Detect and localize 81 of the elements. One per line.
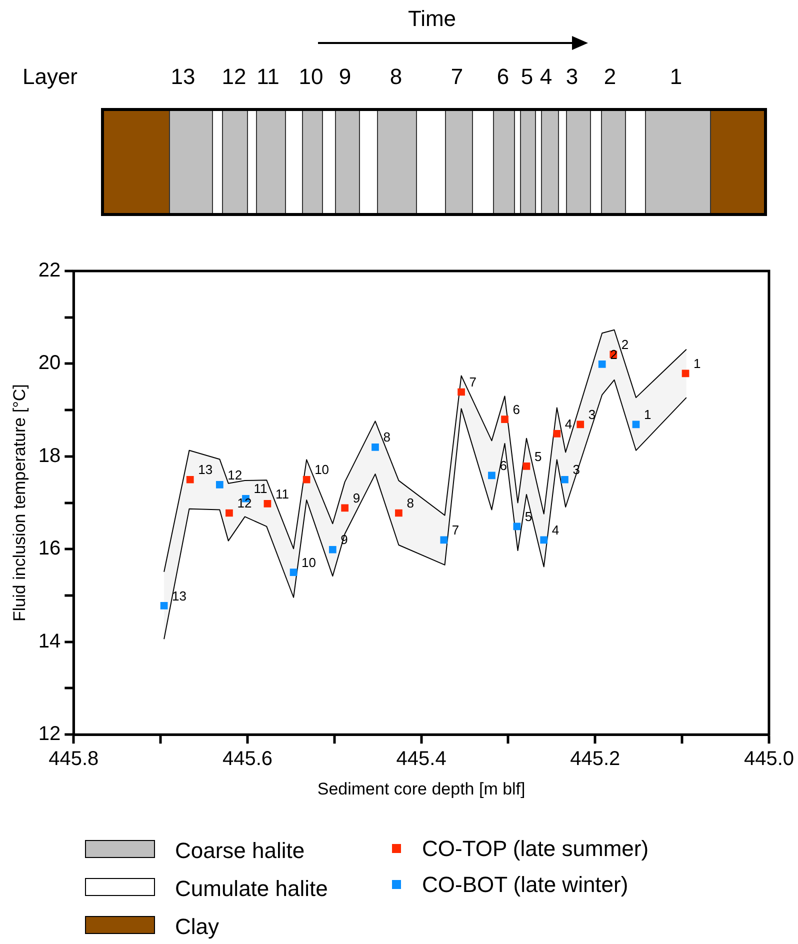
text: 11 bbox=[256, 64, 280, 90]
point bbox=[328, 546, 336, 554]
y-tick-label: 14 bbox=[38, 630, 61, 652]
annotation: 6 bbox=[500, 458, 507, 474]
point bbox=[290, 568, 298, 576]
point bbox=[302, 476, 310, 484]
x-tick-label: 445.0 bbox=[744, 748, 794, 770]
point bbox=[372, 443, 379, 451]
annotation: 9 bbox=[352, 490, 360, 506]
point bbox=[395, 509, 402, 517]
annotation: 4 bbox=[564, 416, 572, 432]
point bbox=[522, 462, 530, 470]
point bbox=[264, 500, 272, 508]
annotation: 12 bbox=[228, 467, 242, 482]
point bbox=[458, 388, 465, 396]
text: 12 bbox=[222, 64, 246, 90]
point bbox=[226, 509, 233, 517]
text: 6 bbox=[496, 64, 510, 90]
text: Clay bbox=[175, 914, 220, 940]
annotation: 11 bbox=[254, 481, 268, 496]
y-tick-label: 20 bbox=[38, 352, 61, 374]
point bbox=[682, 370, 690, 378]
annotation: 11 bbox=[275, 486, 289, 502]
text: 1 bbox=[670, 64, 682, 90]
x-tick-label: 445.8 bbox=[48, 748, 99, 770]
point bbox=[598, 360, 606, 368]
x-axis-title: Sediment core depth [m blf] bbox=[317, 779, 526, 798]
x-tick-label: 445.6 bbox=[222, 748, 273, 770]
y-tick-label: 22 bbox=[38, 260, 61, 282]
legend-label: CO-TOP (late summer) bbox=[422, 836, 649, 862]
annotation: 4 bbox=[552, 522, 560, 538]
annotation: 10 bbox=[314, 462, 330, 478]
text: 7 bbox=[450, 64, 464, 90]
text: Cumulate halite bbox=[175, 876, 328, 902]
annotation: 12 bbox=[237, 496, 252, 511]
point bbox=[553, 430, 561, 438]
text: 5 bbox=[520, 64, 534, 90]
text: 4 bbox=[540, 64, 552, 90]
annotation: 10 bbox=[302, 554, 316, 570]
point bbox=[501, 416, 508, 424]
point bbox=[540, 536, 548, 544]
annotation: 8 bbox=[406, 496, 414, 511]
annotation: 8 bbox=[383, 430, 390, 445]
annotation: 13 bbox=[172, 588, 187, 604]
point bbox=[632, 420, 640, 428]
x-tick-label: 445.2 bbox=[570, 748, 620, 770]
annotation: 1 bbox=[644, 407, 652, 422]
point bbox=[576, 420, 584, 428]
annotation: 6 bbox=[512, 402, 520, 417]
point bbox=[513, 522, 521, 530]
y-tick-label: 18 bbox=[38, 444, 61, 467]
point bbox=[160, 602, 168, 610]
text: Coarse halite bbox=[175, 838, 305, 864]
point bbox=[216, 481, 224, 488]
text: 3 bbox=[566, 64, 578, 90]
y-tick-label: 12 bbox=[38, 723, 61, 746]
x-tick-label: 445.4 bbox=[396, 748, 446, 770]
point bbox=[561, 476, 568, 484]
annotation: 2 bbox=[610, 346, 618, 362]
annotation: 1 bbox=[694, 356, 701, 372]
annotation: 5 bbox=[534, 448, 542, 464]
annotation: 2 bbox=[621, 337, 629, 352]
point bbox=[440, 536, 448, 544]
text: 10 bbox=[298, 64, 324, 90]
text: 13 bbox=[170, 64, 196, 90]
text: 9 bbox=[338, 64, 352, 90]
y-axis-title: Fluid inclusion temperature [°C] bbox=[10, 384, 29, 622]
legend-label: CO-BOT (late winter) bbox=[422, 872, 628, 898]
text: 2 bbox=[604, 64, 616, 90]
annotation: 5 bbox=[524, 509, 532, 524]
text: 8 bbox=[390, 64, 402, 90]
text: Layer bbox=[22, 64, 78, 90]
y-tick-label: 16 bbox=[38, 538, 61, 560]
point bbox=[186, 476, 194, 484]
point bbox=[341, 504, 349, 512]
annotation: 7 bbox=[469, 374, 477, 390]
point bbox=[488, 472, 496, 480]
annotation: 7 bbox=[452, 522, 460, 538]
text: Time bbox=[408, 6, 456, 32]
annotation: 13 bbox=[198, 462, 213, 478]
annotation: 3 bbox=[588, 407, 596, 422]
